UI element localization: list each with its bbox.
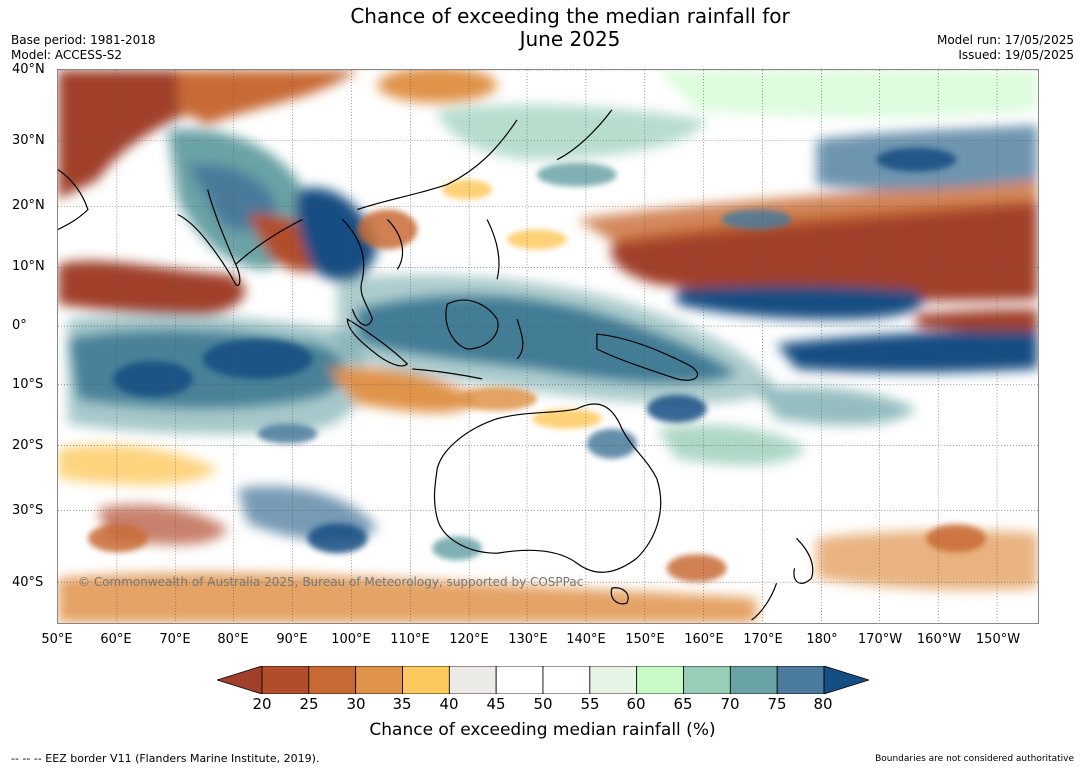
colorbar-tick-60: 60	[626, 695, 646, 713]
meta-left: Base period: 1981-2018 Model: ACCESS-S2	[11, 33, 156, 63]
colorbar-segment	[589, 666, 638, 694]
title-line-1: Chance of exceeding the median rainfall …	[350, 4, 790, 28]
meta-right: Model run: 17/05/2025 Issued: 19/05/2025	[937, 33, 1074, 63]
lon-label-140e: 140°E	[566, 632, 606, 647]
lon-label-120e: 120°E	[449, 632, 489, 647]
colorbar-tick-45: 45	[486, 695, 506, 713]
lon-label-100e: 100°E	[331, 632, 371, 647]
colorbar-segment	[776, 666, 825, 694]
lat-label-0: 0°	[12, 318, 27, 333]
colorbar-tick-75: 75	[767, 695, 787, 713]
lon-label-170w: 170°W	[857, 632, 903, 647]
colorbar-tick-30: 30	[346, 695, 366, 713]
lon-label-180: 180°	[806, 632, 838, 647]
colorbar-label: Chance of exceeding median rainfall (%)	[369, 720, 716, 740]
lat-label-20n: 20°N	[12, 198, 45, 213]
eez-border-note: -- -- -- EEZ border V11 (Flanders Marine…	[11, 752, 320, 765]
lat-label-10s: 10°S	[12, 377, 44, 392]
lat-label-30s: 30°S	[12, 503, 44, 518]
rainfall-map	[57, 69, 1039, 624]
model-name: Model: ACCESS-S2	[11, 48, 123, 62]
model-run: Model run: 17/05/2025	[936, 33, 1074, 47]
lon-label-170e: 170°E	[743, 632, 783, 647]
lon-label-130e: 130°E	[508, 632, 548, 647]
colorbar-tick-50: 50	[533, 695, 553, 713]
colorbar-tick-70: 70	[720, 695, 740, 713]
colorbar-segment	[542, 666, 591, 694]
colorbar-extend-high	[823, 666, 869, 694]
colorbar-extend-low	[217, 666, 263, 694]
coastlines	[58, 109, 814, 621]
lon-label-160w: 160°W	[916, 632, 962, 647]
lat-label-30n: 30°N	[12, 133, 45, 148]
lon-label-70e: 70°E	[159, 632, 191, 647]
colorbar-segment	[402, 666, 450, 694]
colorbar-tick-55: 55	[580, 695, 600, 713]
lon-label-150e: 150°E	[625, 632, 665, 647]
colorbar-segment	[261, 666, 310, 694]
colorbar-segment	[448, 666, 497, 694]
colorbar-tick-80: 80	[813, 695, 833, 713]
colorbar-tick-25: 25	[299, 695, 319, 713]
base-period: Base period: 1981-2018	[11, 33, 156, 47]
issued-date: Issued: 19/05/2025	[958, 48, 1074, 62]
colorbar-tick-40: 40	[439, 695, 459, 713]
lon-label-110e: 110°E	[390, 632, 430, 647]
colorbar-tick-35: 35	[392, 695, 412, 713]
graticule	[58, 70, 1038, 623]
lat-label-40s: 40°S	[12, 575, 44, 590]
colorbar-tick-20: 20	[252, 695, 272, 713]
lon-label-160e: 160°E	[684, 632, 724, 647]
lat-label-20s: 20°S	[12, 438, 44, 453]
lon-label-150w: 150°W	[975, 632, 1021, 647]
boundaries-disclaimer: Boundaries are not considered authoritat…	[875, 754, 1074, 764]
colorbar-segment	[683, 666, 731, 694]
colorbar-segment	[355, 666, 403, 694]
map-title: Chance of exceeding the median rainfall …	[0, 5, 1085, 51]
lon-label-60e: 60°E	[100, 632, 132, 647]
map-canvas	[58, 70, 1038, 623]
colorbar-segment	[495, 666, 544, 694]
colorbar-segment	[729, 666, 778, 694]
copyright-watermark: © Commonwealth of Australia 2025, Bureau…	[78, 575, 584, 589]
colorbar	[217, 666, 869, 694]
colorbar-segment	[636, 666, 684, 694]
colorbar-tick-65: 65	[673, 695, 693, 713]
lon-label-50e: 50°E	[41, 632, 73, 647]
lon-label-90e: 90°E	[276, 632, 308, 647]
title-line-2: June 2025	[519, 27, 621, 51]
colorbar-segment	[308, 666, 357, 694]
lat-label-40n: 40°N	[12, 62, 45, 77]
lon-label-80e: 80°E	[217, 632, 249, 647]
lat-label-10n: 10°N	[12, 259, 45, 274]
